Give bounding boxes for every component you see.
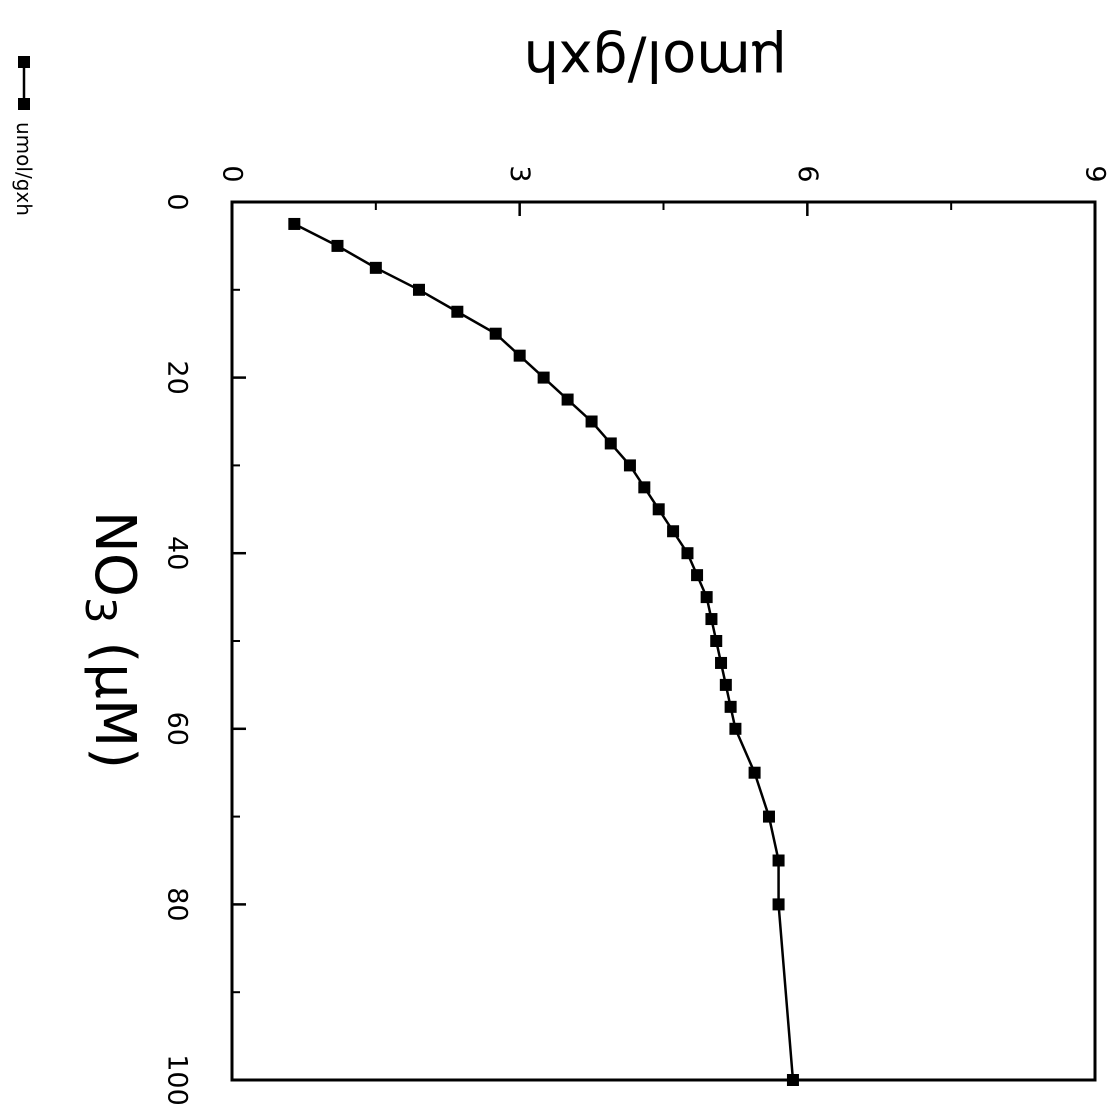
x-tick-label: 80 bbox=[162, 887, 193, 921]
x-tick-label: 0 bbox=[162, 193, 193, 210]
data-point bbox=[604, 437, 617, 450]
data-point bbox=[652, 503, 665, 516]
data-point bbox=[705, 613, 718, 626]
data-point bbox=[369, 261, 382, 274]
data-point bbox=[412, 283, 425, 296]
y-tick-label: 3 bbox=[504, 165, 535, 182]
data-point bbox=[331, 239, 344, 252]
data-point bbox=[786, 1074, 799, 1086]
data-point bbox=[772, 854, 785, 867]
data-point bbox=[700, 591, 713, 604]
x-tick-label: 100 bbox=[162, 1054, 193, 1106]
data-point bbox=[710, 635, 723, 647]
data-point bbox=[691, 569, 704, 582]
data-point bbox=[667, 525, 680, 538]
data-point bbox=[719, 678, 732, 691]
plot-area: 0 20 40 60 80 100 0 3 6 9 bbox=[162, 165, 1111, 1105]
data-point bbox=[451, 305, 464, 318]
data-point bbox=[288, 217, 301, 230]
x-axis-title: NO3 (µM) bbox=[77, 511, 148, 769]
data-point bbox=[638, 481, 651, 494]
data-point bbox=[489, 327, 502, 340]
x-tick-label: 40 bbox=[162, 536, 193, 570]
data-point bbox=[724, 700, 737, 713]
data-point bbox=[561, 393, 574, 406]
data-point bbox=[537, 371, 550, 384]
plot-frame bbox=[230, 200, 1097, 1082]
data-point bbox=[762, 810, 775, 823]
data-point bbox=[772, 898, 785, 911]
data-point bbox=[715, 656, 728, 669]
data-point bbox=[681, 547, 694, 560]
y-axis-title: µmol/gxh bbox=[523, 28, 786, 93]
legend-label: umol/gxh bbox=[12, 122, 36, 216]
data-point bbox=[513, 349, 526, 362]
data-point bbox=[729, 722, 742, 735]
y-tick-label: 6 bbox=[792, 165, 823, 182]
x-tick-label: 20 bbox=[162, 360, 193, 394]
legend-marker bbox=[18, 98, 30, 110]
legend-marker bbox=[18, 56, 30, 68]
data-point bbox=[585, 415, 598, 428]
x-tick-label: 60 bbox=[162, 712, 193, 746]
data-point bbox=[748, 766, 761, 779]
series-line bbox=[293, 222, 795, 1081]
y-tick-label: 9 bbox=[1080, 165, 1111, 182]
data-point bbox=[623, 459, 636, 472]
y-tick-label: 0 bbox=[217, 165, 248, 182]
chart-text-overlay: µmol/gxh NO3 (µM) umol/gxh bbox=[12, 28, 787, 770]
